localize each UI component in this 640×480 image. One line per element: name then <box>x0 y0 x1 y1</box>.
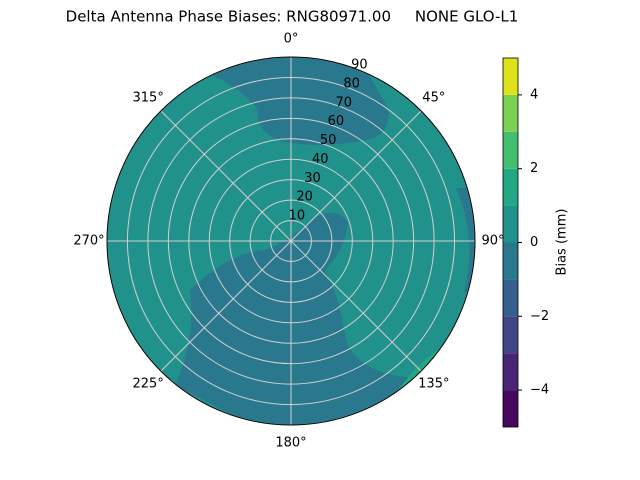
colorbar-band <box>503 390 518 427</box>
colorbar-band <box>503 168 518 206</box>
colorbar-band <box>503 316 518 354</box>
colorbar-band <box>503 279 518 317</box>
colorbar-band <box>503 242 518 280</box>
theta-tick-label: 135° <box>418 376 449 391</box>
r-tick-label: 30 <box>304 171 321 186</box>
colorbar-tick-label: 0 <box>530 235 538 250</box>
r-tick-label: 10 <box>289 209 306 224</box>
theta-tick-label: 0° <box>284 32 299 47</box>
colorbar-band <box>503 131 518 169</box>
contour-region <box>205 57 389 145</box>
contour-region <box>175 212 412 425</box>
colorbar-tick-label: −4 <box>530 383 549 398</box>
r-tick-label: 40 <box>312 152 329 167</box>
r-tick-label: 90 <box>351 58 368 73</box>
r-tick-label: 80 <box>343 76 360 91</box>
r-tick-label: 60 <box>328 114 345 129</box>
theta-tick-label: 270° <box>73 234 104 249</box>
grid-spoke <box>160 240 292 372</box>
grid-spoke <box>290 110 422 242</box>
grid <box>106 56 476 426</box>
colorbar-band <box>503 205 518 243</box>
r-tick-label: 50 <box>320 133 337 148</box>
theta-tick-label: 225° <box>133 376 164 391</box>
colorbar-band <box>503 58 518 95</box>
theta-tick-label: 315° <box>133 91 164 106</box>
theta-tick-label: 45° <box>422 91 445 106</box>
r-tick-label: 20 <box>296 190 313 205</box>
colorbar-band <box>503 353 518 391</box>
colorbar-band <box>503 94 518 132</box>
colorbar-tick-label: 2 <box>530 161 538 176</box>
colorbar-tick-label: 4 <box>530 87 538 102</box>
grid-spoke <box>160 110 292 242</box>
theta-tick-label: 90° <box>481 234 504 249</box>
chart-title: Delta Antenna Phase Biases: RNG80971.00 … <box>66 8 519 26</box>
contour-region <box>456 188 475 292</box>
colorbar-tick-label: −2 <box>530 309 549 324</box>
theta-tick-label: 180° <box>275 436 306 451</box>
grid-spoke <box>290 240 422 372</box>
r-tick-label: 70 <box>335 95 352 110</box>
colorbar-label: Bias (mm) <box>555 209 570 276</box>
polar-frame <box>106 56 476 426</box>
